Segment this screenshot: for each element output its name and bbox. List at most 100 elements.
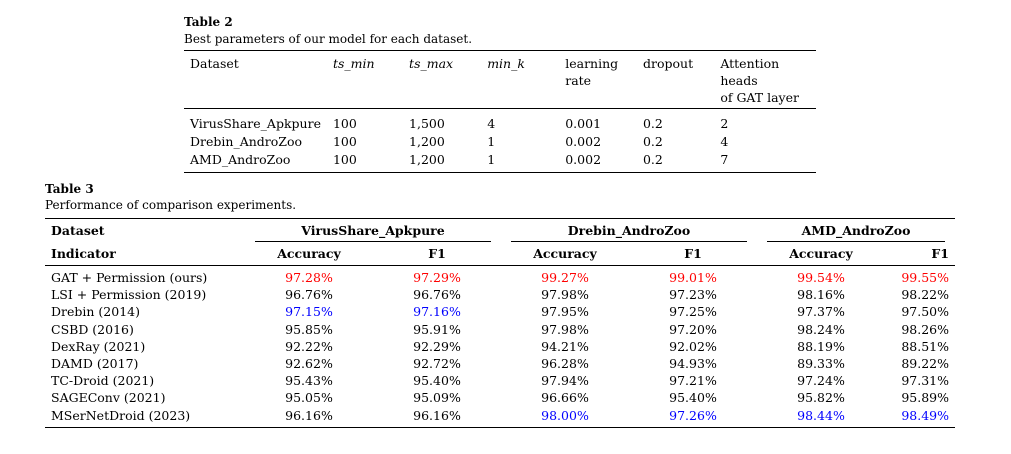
accuracy-value: 95.85% xyxy=(285,321,333,337)
f1-value: 97.25% xyxy=(669,304,717,320)
accuracy-value: 97.98% xyxy=(541,321,589,337)
f1-value: 98.22% xyxy=(901,287,949,303)
group-amd-label: AMD_AndroZoo xyxy=(801,223,911,238)
accuracy-value: 97.94% xyxy=(541,373,589,389)
method-name: DAMD (2017) xyxy=(51,356,139,372)
cell-ts-max: 1,200 xyxy=(409,152,445,167)
f1-value: 95.91% xyxy=(413,321,461,337)
table-row: VirusShare_Apkpure 100 1,500 4 0.001 0.2 2 xyxy=(184,109,816,134)
group-virusshare: VirusShare_Apkpure xyxy=(245,219,501,242)
table-3-group-row: Dataset VirusShare_Apkpure Drebin_AndroZ… xyxy=(45,219,955,242)
method-name: DexRay (2021) xyxy=(51,338,146,354)
table-row: TC-Droid (2021) 95.43% 95.40% 97.94% 97.21% 9… xyxy=(45,372,955,389)
table-row: Drebin (2014) 97.15% 97.16% 97.95% 97.25% 97.… xyxy=(45,303,955,320)
table-2-grid: Dataset ts_min ts_max min_k learning rate… xyxy=(184,50,816,173)
method-name: TC-Droid (2021) xyxy=(51,373,155,389)
header-learning-rate-line2: rate xyxy=(565,73,592,88)
cell-ts-max: 1,500 xyxy=(409,116,445,131)
cell-min-k: 1 xyxy=(487,152,496,167)
table-row: GAT + Permission (ours) 97.28% 97.29% 99.27… xyxy=(45,266,955,287)
f1-value: 95.40% xyxy=(669,390,717,406)
f1-value: 96.16% xyxy=(413,407,461,423)
accuracy-value: 98.00% xyxy=(541,407,589,423)
accuracy-value: 96.28% xyxy=(541,356,589,372)
cell-dropout: 0.2 xyxy=(642,116,663,131)
f1-value: 96.76% xyxy=(413,287,461,303)
table-2-body: VirusShare_Apkpure 100 1,500 4 0.001 0.2 2 Dreb… xyxy=(184,109,816,173)
group-drebin-label: Drebin_AndroZoo xyxy=(567,223,691,238)
header-dropout: dropout xyxy=(642,56,694,71)
accuracy-value: 97.95% xyxy=(541,304,589,320)
table-row: AMD_AndroZoo 100 1,200 1 0.002 0.2 7 xyxy=(184,151,816,173)
cell-ts-min: 100 xyxy=(332,116,357,131)
cell-lr: 0.001 xyxy=(565,116,602,131)
subheader-accuracy: Accuracy xyxy=(533,246,597,261)
group-virusshare-label: VirusShare_Apkpure xyxy=(301,223,445,238)
cell-lr: 0.002 xyxy=(565,152,602,167)
f1-value: 94.93% xyxy=(669,356,717,372)
accuracy-value: 95.43% xyxy=(285,373,333,389)
table-3: Table 3 Performance of comparison experi… xyxy=(45,181,955,428)
cell-dataset: VirusShare_Apkpure xyxy=(190,116,321,131)
table-row: DexRay (2021) 92.22% 92.29% 94.21% 92.02% 88.… xyxy=(45,338,955,355)
f1-value: 89.22% xyxy=(901,356,949,372)
f1-value: 98.26% xyxy=(901,321,949,337)
method-name: SAGEConv (2021) xyxy=(51,390,166,406)
accuracy-value: 99.54% xyxy=(797,270,845,285)
f1-value: 97.16% xyxy=(413,304,461,320)
header-attention-heads: Attention heads of GAT layer xyxy=(714,51,816,109)
accuracy-value: 98.16% xyxy=(797,287,845,303)
table-3-caption: Performance of comparison experiments. xyxy=(45,198,297,212)
accuracy-value: 98.44% xyxy=(797,407,845,423)
subheader-f1: F1 xyxy=(684,246,702,261)
header-indicator: Indicator xyxy=(51,246,116,261)
f1-value: 97.21% xyxy=(669,373,717,389)
table-2-header-row: Dataset ts_min ts_max min_k learning rate… xyxy=(184,51,816,109)
f1-value: 97.50% xyxy=(901,304,949,320)
header-learning-rate-line1: learning xyxy=(565,56,619,71)
f1-value: 95.09% xyxy=(413,390,461,406)
table-row: SAGEConv (2021) 95.05% 95.09% 96.66% 95.40% 9… xyxy=(45,389,955,406)
method-name: MSerNetDroid (2023) xyxy=(51,407,191,423)
accuracy-value: 96.76% xyxy=(285,287,333,303)
accuracy-value: 92.62% xyxy=(285,356,333,372)
table-row: Drebin_AndroZoo 100 1,200 1 0.002 0.2 4 xyxy=(184,133,816,151)
accuracy-value: 98.24% xyxy=(797,321,845,337)
cell-min-k: 4 xyxy=(487,116,496,131)
f1-value: 97.31% xyxy=(901,373,949,389)
table-3-subheader-row: Indicator Accuracy F1 Accuracy F1 Accura… xyxy=(45,242,955,266)
header-ts-max: ts_max xyxy=(409,56,454,71)
group-drebin: Drebin_AndroZoo xyxy=(501,219,757,242)
accuracy-value: 97.37% xyxy=(797,304,845,320)
f1-value: 99.55% xyxy=(901,270,949,285)
header-min-k: min_k xyxy=(487,56,525,71)
f1-value: 92.72% xyxy=(413,356,461,372)
table-row: CSBD (2016) 95.85% 95.91% 97.98% 97.20% 98.24… xyxy=(45,321,955,338)
cell-heads: 2 xyxy=(720,116,729,131)
accuracy-value: 96.16% xyxy=(285,407,333,423)
cell-ts-min: 100 xyxy=(332,152,357,167)
header-attention-heads-line1: Attention heads xyxy=(720,56,780,88)
method-name: CSBD (2016) xyxy=(51,321,134,337)
cell-ts-min: 100 xyxy=(332,134,357,149)
subheader-f1: F1 xyxy=(931,246,949,261)
accuracy-value: 97.98% xyxy=(541,287,589,303)
f1-value: 97.23% xyxy=(669,287,717,303)
cell-dataset: Drebin_AndroZoo xyxy=(190,134,303,149)
table-row: MSerNetDroid (2023) 96.16% 96.16% 98.00% 97.… xyxy=(45,407,955,428)
subheader-f1: F1 xyxy=(428,246,446,261)
cell-ts-max: 1,200 xyxy=(409,134,445,149)
f1-value: 97.29% xyxy=(413,270,461,285)
f1-value: 95.40% xyxy=(413,373,461,389)
header-attention-heads-line2: of GAT layer xyxy=(720,90,799,105)
table-3-grid: Dataset VirusShare_Apkpure Drebin_AndroZ… xyxy=(45,218,955,428)
accuracy-value: 97.15% xyxy=(285,304,333,320)
subheader-accuracy: Accuracy xyxy=(277,246,341,261)
group-amd: AMD_AndroZoo xyxy=(757,219,955,242)
header-learning-rate: learning rate xyxy=(559,51,637,109)
cell-dropout: 0.2 xyxy=(642,134,663,149)
accuracy-value: 97.24% xyxy=(797,373,845,389)
table-3-label: Table 3 xyxy=(45,182,94,196)
method-name: GAT + Permission (ours) xyxy=(51,270,208,285)
f1-value: 97.26% xyxy=(669,407,717,423)
